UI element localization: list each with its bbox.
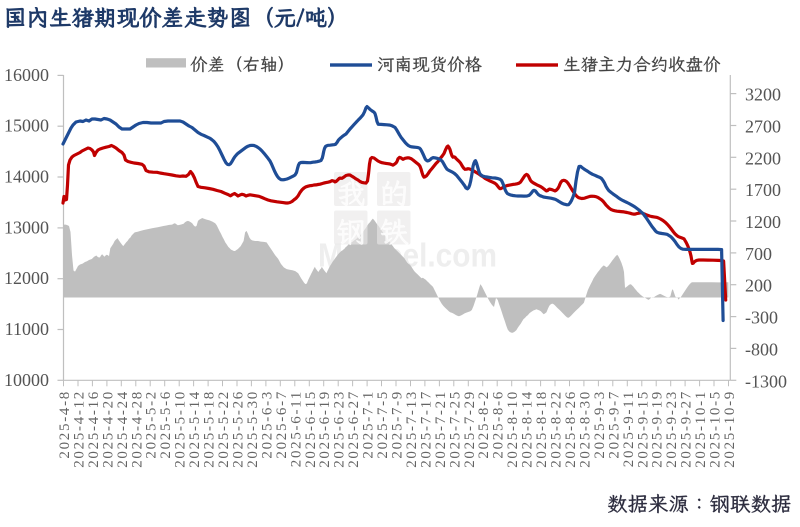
svg-text:2025-6-27: 2025-6-27 bbox=[346, 390, 362, 468]
svg-text:10000: 10000 bbox=[4, 370, 49, 390]
svg-text:2025-4-16: 2025-4-16 bbox=[86, 390, 102, 468]
svg-text:2025-6-19: 2025-6-19 bbox=[317, 390, 333, 468]
svg-text:2025-9-23: 2025-9-23 bbox=[664, 390, 680, 468]
svg-text:15000: 15000 bbox=[4, 116, 49, 136]
svg-text:2025-7-25: 2025-7-25 bbox=[447, 390, 463, 468]
svg-text:2025-8-14: 2025-8-14 bbox=[520, 390, 536, 468]
svg-text:2025-5-6: 2025-5-6 bbox=[158, 390, 174, 459]
svg-text:2700: 2700 bbox=[745, 117, 781, 137]
svg-text:2025-8-26: 2025-8-26 bbox=[563, 390, 579, 468]
svg-text:2025-9-27: 2025-9-27 bbox=[679, 390, 695, 468]
svg-text:2025-9-7: 2025-9-7 bbox=[606, 390, 622, 459]
svg-text:2025-9-11: 2025-9-11 bbox=[621, 390, 637, 467]
svg-text:13000: 13000 bbox=[4, 217, 49, 237]
svg-text:2025-7-29: 2025-7-29 bbox=[462, 390, 478, 468]
svg-text:2200: 2200 bbox=[745, 148, 781, 168]
svg-text:2025-5-14: 2025-5-14 bbox=[187, 390, 203, 468]
svg-text:2025-7-5: 2025-7-5 bbox=[375, 390, 391, 459]
svg-text:2025-4-24: 2025-4-24 bbox=[115, 390, 131, 468]
svg-text:3200: 3200 bbox=[745, 85, 781, 105]
svg-text:2025-9-15: 2025-9-15 bbox=[635, 390, 651, 468]
svg-text:2025-7-13: 2025-7-13 bbox=[404, 390, 420, 468]
svg-text:2025-7-21: 2025-7-21 bbox=[433, 390, 449, 468]
svg-text:2025-9-19: 2025-9-19 bbox=[650, 390, 666, 468]
svg-text:2025-4-28: 2025-4-28 bbox=[129, 390, 145, 468]
svg-text:2025-6-11: 2025-6-11 bbox=[288, 390, 304, 467]
svg-text:2025-6-15: 2025-6-15 bbox=[303, 390, 319, 468]
svg-text:2025-5-30: 2025-5-30 bbox=[245, 390, 261, 468]
svg-text:700: 700 bbox=[745, 244, 772, 264]
svg-text:200: 200 bbox=[745, 276, 772, 296]
svg-text:2025-10-9: 2025-10-9 bbox=[722, 390, 738, 468]
svg-text:2025-8-10: 2025-8-10 bbox=[505, 390, 521, 468]
svg-text:2025-10-5: 2025-10-5 bbox=[708, 390, 724, 468]
svg-text:2025-8-2: 2025-8-2 bbox=[476, 390, 492, 459]
svg-text:2025-9-3: 2025-9-3 bbox=[592, 390, 608, 459]
svg-text:11000: 11000 bbox=[5, 319, 49, 339]
svg-text:12000: 12000 bbox=[4, 268, 49, 288]
svg-text:2025-6-7: 2025-6-7 bbox=[274, 390, 290, 459]
svg-text:14000: 14000 bbox=[4, 167, 49, 187]
svg-text:2025-5-10: 2025-5-10 bbox=[173, 390, 189, 468]
svg-text:2025-5-26: 2025-5-26 bbox=[231, 390, 247, 468]
svg-text:-300: -300 bbox=[745, 308, 778, 328]
svg-text:2025-6-3: 2025-6-3 bbox=[259, 390, 275, 459]
svg-text:2025-8-18: 2025-8-18 bbox=[534, 390, 550, 468]
svg-text:2025-6-23: 2025-6-23 bbox=[332, 390, 348, 468]
svg-text:2025-5-22: 2025-5-22 bbox=[216, 390, 232, 468]
svg-text:2025-10-1: 2025-10-1 bbox=[693, 390, 709, 468]
svg-text:1200: 1200 bbox=[745, 212, 781, 232]
svg-text:16000: 16000 bbox=[4, 65, 49, 85]
svg-text:2025-5-18: 2025-5-18 bbox=[202, 390, 218, 468]
svg-text:2025-8-6: 2025-8-6 bbox=[491, 390, 507, 459]
svg-text:1700: 1700 bbox=[745, 180, 781, 200]
svg-text:2025-8-22: 2025-8-22 bbox=[549, 390, 565, 468]
svg-text:2025-4-8: 2025-4-8 bbox=[57, 390, 73, 459]
svg-text:2025-7-1: 2025-7-1 bbox=[361, 390, 377, 459]
svg-text:2025-7-9: 2025-7-9 bbox=[390, 390, 406, 459]
svg-text:-800: -800 bbox=[745, 339, 778, 359]
svg-text:2025-8-30: 2025-8-30 bbox=[577, 390, 593, 468]
svg-text:2025-5-2: 2025-5-2 bbox=[144, 390, 160, 459]
svg-text:2025-7-17: 2025-7-17 bbox=[418, 390, 434, 468]
svg-text:2025-4-20: 2025-4-20 bbox=[100, 390, 116, 468]
svg-text:2025-4-12: 2025-4-12 bbox=[72, 390, 88, 468]
svg-text:-1300: -1300 bbox=[745, 371, 787, 391]
